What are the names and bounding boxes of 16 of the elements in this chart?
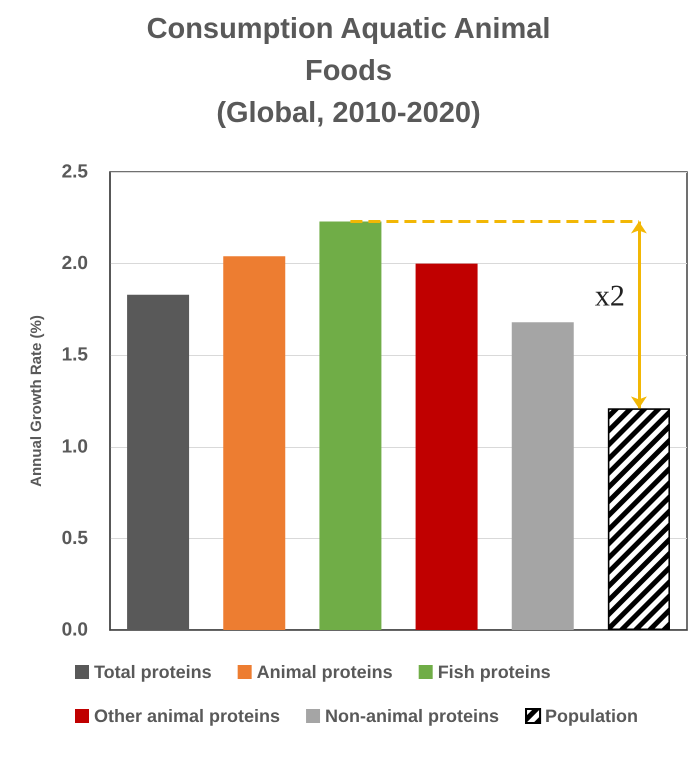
legend-label: Animal proteins xyxy=(256,662,393,682)
chart-subtitle: (Global, 2010-2020) xyxy=(215,96,482,131)
y-axis-title: Annual Growth Rate (%) xyxy=(28,315,45,487)
y-tick-label: 2.0 xyxy=(62,253,88,274)
y-tick-label: 1.0 xyxy=(62,436,88,458)
legend-label: Fish proteins xyxy=(438,662,551,682)
annotation: x2 xyxy=(594,279,625,312)
legend-label: Population xyxy=(545,706,638,726)
legend-label: Other animal proteins xyxy=(94,706,280,726)
y-tick-label: 0.5 xyxy=(62,528,88,549)
y-tick-label: 2.5 xyxy=(62,162,88,182)
legend-label: Total proteins xyxy=(94,662,212,682)
y-tick-label: 0.0 xyxy=(62,620,88,640)
chart-title: Consumption Aquatic Animal Foods xyxy=(146,12,552,89)
y-tick-label: 1.5 xyxy=(62,344,88,366)
legend-label: Non-animal proteins xyxy=(325,706,500,726)
